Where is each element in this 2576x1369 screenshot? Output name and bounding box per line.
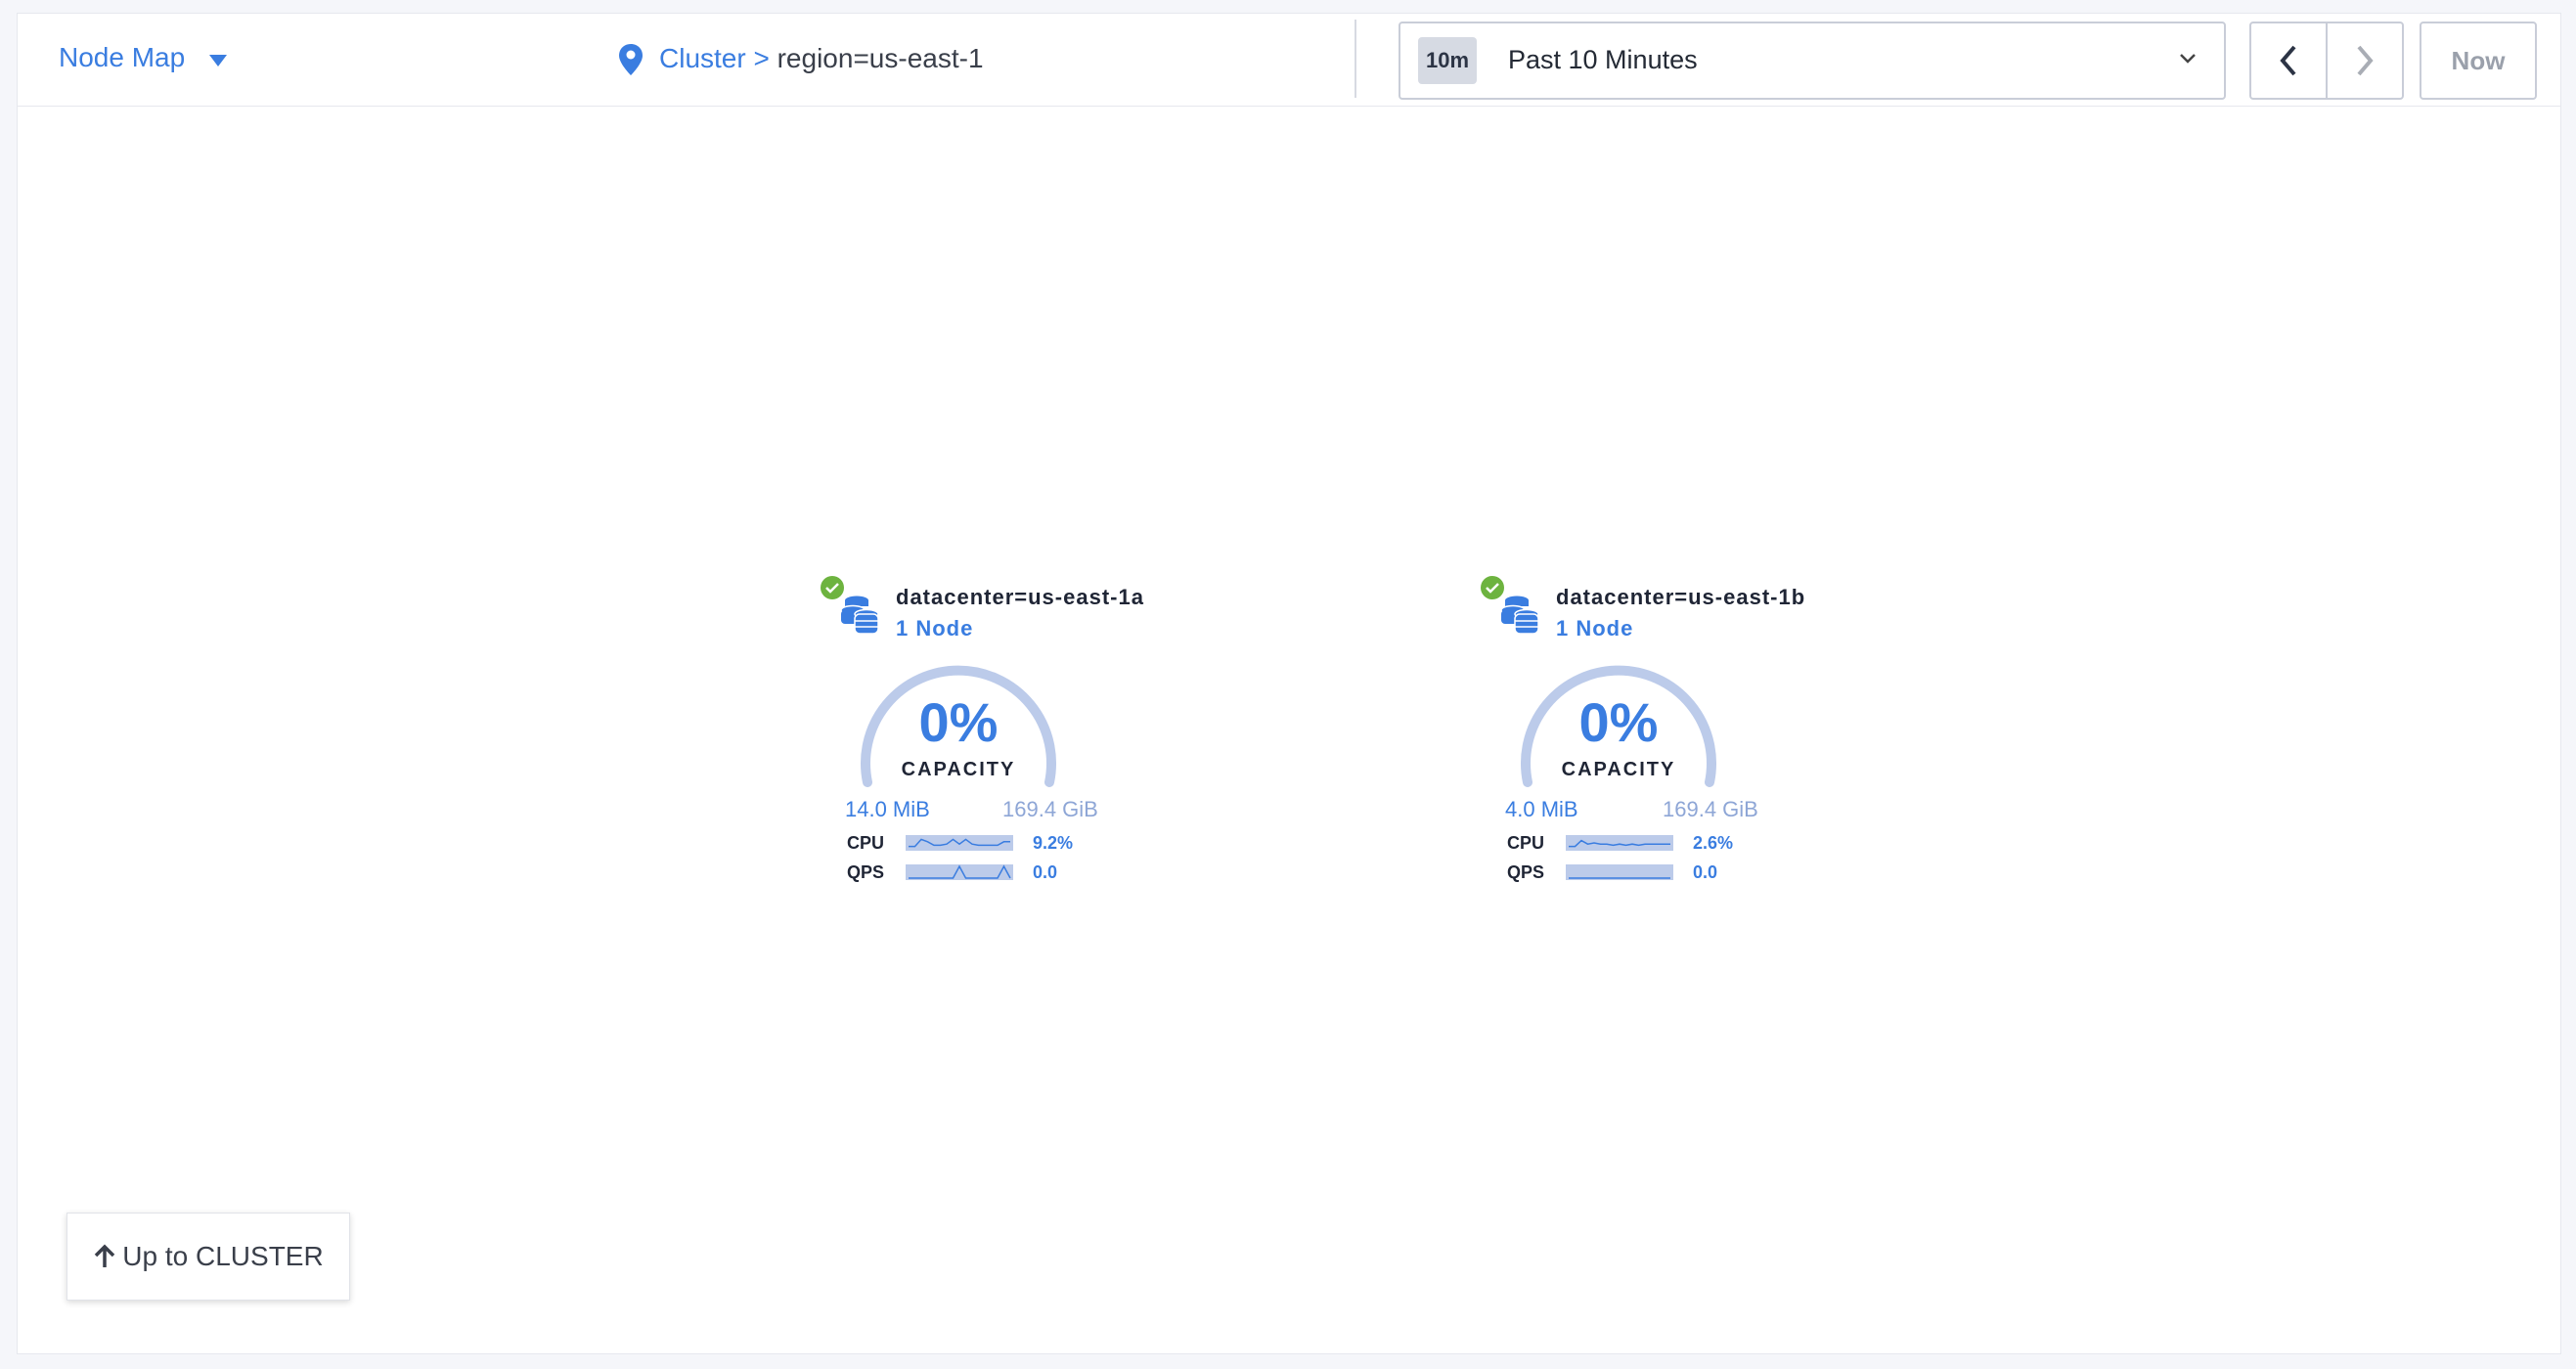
now-button[interactable]: Now [2420,22,2537,100]
cpu-value: 9.2% [1033,833,1074,853]
cpu-value: 2.6% [1693,833,1734,853]
up-to-cluster-label: Up to CLUSTER [122,1241,324,1271]
cpu-sparkline-line [909,838,1010,848]
breadcrumb-cluster-link[interactable]: Cluster > [659,43,770,73]
capacity-label: CAPACITY [1561,759,1676,780]
capacity-label: CAPACITY [901,759,1016,780]
breadcrumb-current: region=us-east-1 [777,43,984,73]
qps-value: 0.0 [1033,862,1058,882]
status-healthy-icon [821,576,844,599]
next-button[interactable] [2328,23,2402,98]
cpu-sparkline-line [1569,839,1670,848]
qps-sparkline-line [909,864,1011,879]
time-range-badge: 10m [1418,37,1477,84]
datacenter-name[interactable]: datacenter=us-east-1a [896,585,1144,609]
time-range-label: Past 10 Minutes [1508,45,1698,74]
capacity-percent: 0% [918,691,999,753]
previous-button[interactable] [2251,23,2328,98]
capacity-total: 169.4 GiB [1002,797,1098,821]
datacenter-name[interactable]: datacenter=us-east-1b [1556,585,1806,609]
qps-label: QPS [1507,862,1545,882]
capacity-gauge [861,665,1056,787]
capacity-total: 169.4 GiB [1663,797,1758,821]
datacenter-card[interactable]: datacenter=us-east-1a 1 Node 0% CAPACITY… [802,557,1193,890]
capacity-percent: 0% [1578,691,1659,753]
caret-down-icon[interactable] [209,55,227,66]
divider [1355,20,1356,98]
qps-sparkline [1566,864,1673,880]
chevron-left-icon [2280,45,2296,76]
node-map-canvas [17,13,2561,1354]
qps-label: QPS [847,862,885,882]
cpu-sparkline [906,835,1013,851]
node-count: 1 Node [1556,616,1634,640]
status-healthy-icon [1481,576,1504,599]
chevron-down-icon [2180,54,2196,64]
qps-sparkline [906,864,1013,880]
cpu-sparkline [1566,835,1673,851]
up-to-cluster-button[interactable]: Up to CLUSTER [67,1213,350,1301]
time-nav-group [2249,22,2404,100]
capacity-gauge [1521,665,1716,787]
top-bar [17,13,2561,107]
view-selector[interactable]: Node Map [59,42,186,72]
datacenter-card[interactable]: datacenter=us-east-1b 1 Node 0% CAPACITY… [1462,557,1853,890]
qps-value: 0.0 [1693,862,1718,882]
map-pin-icon [619,44,643,75]
database-icon [1500,596,1539,635]
capacity-used: 4.0 MiB [1505,797,1578,821]
node-count: 1 Node [896,616,974,640]
cpu-label: CPU [847,833,885,853]
capacity-used: 14.0 MiB [845,797,930,821]
breadcrumb: Cluster > region=us-east-1 [659,43,984,74]
database-icon [840,596,879,635]
arrow-up-icon [95,1244,115,1267]
time-range-dropdown[interactable]: 10m Past 10 Minutes [1399,22,2226,100]
cpu-label: CPU [1507,833,1545,853]
chevron-right-icon [2357,45,2374,76]
